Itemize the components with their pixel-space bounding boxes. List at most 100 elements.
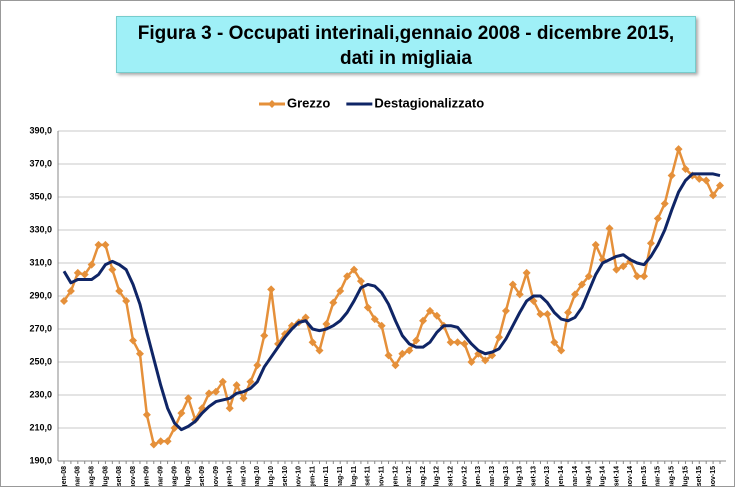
data-point bbox=[398, 349, 407, 358]
x-tick-label: mag-10 bbox=[254, 466, 261, 486]
y-tick-label: 230,0 bbox=[29, 389, 52, 399]
data-point bbox=[612, 265, 621, 274]
legend-marker bbox=[268, 100, 276, 108]
x-tick-label: lug-13 bbox=[517, 466, 524, 486]
data-point bbox=[135, 349, 144, 358]
data-point bbox=[336, 287, 345, 296]
data-point bbox=[674, 145, 683, 154]
x-tick-label: gen-11 bbox=[309, 466, 316, 486]
x-tick-label: mag-14 bbox=[586, 466, 593, 486]
x-tick-label: gen-14 bbox=[558, 466, 565, 486]
data-point bbox=[356, 277, 365, 286]
x-tick-label: gen-15 bbox=[641, 466, 648, 486]
data-point bbox=[184, 394, 193, 403]
data-point bbox=[412, 336, 421, 345]
data-point bbox=[660, 199, 669, 208]
data-point bbox=[646, 239, 655, 248]
data-point bbox=[536, 310, 545, 319]
x-tick-label: mag-13 bbox=[503, 466, 510, 486]
chart-title: Figura 3 - Occupati interinali,gennaio 2… bbox=[116, 16, 696, 73]
data-point bbox=[73, 268, 82, 277]
series-line bbox=[62, 172, 721, 432]
x-tick-label: gen-13 bbox=[475, 466, 482, 486]
data-point bbox=[142, 410, 151, 419]
x-tick-label: gen-10 bbox=[227, 466, 234, 486]
y-tick-label: 390,0 bbox=[29, 125, 52, 135]
data-point bbox=[363, 303, 372, 312]
x-tick-label: mar-11 bbox=[323, 466, 330, 486]
data-point bbox=[129, 336, 138, 345]
x-tick-label: set-14 bbox=[613, 466, 620, 486]
x-tick-label: mar-09 bbox=[158, 466, 165, 486]
data-point bbox=[211, 387, 220, 396]
data-point bbox=[384, 351, 393, 360]
legend-label: Grezzo bbox=[287, 95, 330, 110]
y-tick-label: 210,0 bbox=[29, 422, 52, 432]
data-point bbox=[377, 321, 386, 330]
data-point bbox=[315, 346, 324, 355]
data-point bbox=[515, 290, 524, 299]
x-tick-label: nov-08 bbox=[130, 466, 137, 486]
data-point bbox=[60, 296, 68, 305]
data-point bbox=[633, 272, 642, 281]
x-tick-label: nov-11 bbox=[378, 466, 385, 486]
x-tick-label: lug-14 bbox=[599, 466, 606, 486]
data-point bbox=[495, 333, 504, 342]
data-point bbox=[329, 298, 338, 307]
data-point bbox=[149, 440, 158, 449]
data-point bbox=[695, 174, 704, 183]
data-point bbox=[446, 338, 455, 347]
data-point bbox=[308, 338, 317, 347]
data-point bbox=[667, 171, 676, 180]
x-tick-label: mag-15 bbox=[669, 466, 676, 486]
y-tick-label: 250,0 bbox=[29, 356, 52, 366]
data-point bbox=[453, 338, 462, 347]
data-point bbox=[239, 394, 248, 403]
data-point bbox=[122, 296, 131, 305]
x-tick-label: set-11 bbox=[365, 466, 372, 486]
y-tick-label: 310,0 bbox=[29, 257, 52, 267]
data-point bbox=[87, 260, 96, 269]
x-tick-label: set-08 bbox=[116, 466, 123, 486]
data-point bbox=[267, 285, 276, 294]
x-tick-label: set-15 bbox=[696, 466, 703, 486]
data-point bbox=[550, 338, 559, 347]
y-tick-label: 330,0 bbox=[29, 224, 52, 234]
data-point bbox=[405, 346, 414, 355]
data-point bbox=[543, 310, 552, 319]
x-tick-label: mag-08 bbox=[88, 466, 95, 486]
data-point bbox=[419, 316, 428, 325]
data-point bbox=[246, 377, 255, 386]
x-tick-label: lug-11 bbox=[351, 466, 358, 486]
x-tick-label: mar-10 bbox=[240, 466, 247, 486]
x-tick-label: set-13 bbox=[530, 466, 537, 486]
x-tick-label: mar-13 bbox=[489, 466, 496, 486]
data-point bbox=[570, 290, 579, 299]
data-point bbox=[177, 409, 186, 418]
data-point bbox=[425, 306, 434, 315]
data-point bbox=[709, 191, 718, 200]
x-tick-label: nov-14 bbox=[627, 466, 634, 486]
data-point bbox=[702, 176, 711, 185]
data-point bbox=[218, 377, 227, 386]
data-point bbox=[322, 320, 331, 329]
data-point bbox=[108, 265, 117, 274]
x-tick-label: lug-10 bbox=[268, 466, 275, 486]
data-point bbox=[232, 381, 241, 390]
x-tick-label: mag-12 bbox=[420, 466, 427, 486]
data-point bbox=[557, 346, 566, 355]
data-point bbox=[508, 280, 517, 289]
x-tick-label: gen-12 bbox=[392, 466, 399, 486]
x-tick-label: mar-12 bbox=[406, 466, 413, 486]
x-tick-label: nov-10 bbox=[296, 466, 303, 486]
x-tick-label: mar-15 bbox=[655, 466, 662, 486]
data-point bbox=[343, 272, 352, 281]
data-point bbox=[591, 240, 600, 249]
x-tick-label: mag-11 bbox=[337, 466, 344, 486]
x-tick-label: nov-15 bbox=[710, 466, 717, 486]
data-point bbox=[681, 164, 690, 173]
data-point bbox=[225, 404, 234, 413]
x-tick-label: lug-08 bbox=[102, 466, 109, 486]
x-tick-label: mar-14 bbox=[572, 466, 579, 486]
